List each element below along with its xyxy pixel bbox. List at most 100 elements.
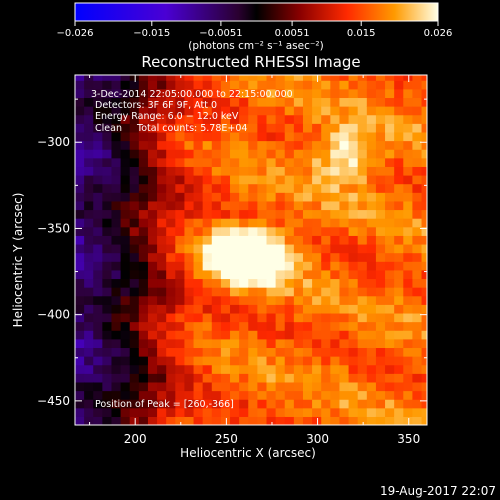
heatmap-pixel — [193, 88, 204, 99]
heatmap-pixel — [166, 347, 176, 357]
heatmap-pixel — [293, 416, 304, 425]
heatmap-pixel — [93, 140, 103, 150]
heatmap-pixel — [84, 373, 94, 383]
heatmap-pixel — [421, 106, 427, 116]
heatmap-pixel — [339, 373, 350, 383]
heatmap-pixel — [275, 373, 286, 383]
heatmap-pixel — [421, 192, 427, 202]
heatmap-pixel — [138, 364, 149, 374]
heatmap-pixel — [339, 304, 350, 314]
heatmap-pixel — [75, 364, 85, 374]
heatmap-pixel — [239, 390, 249, 400]
heatmap-pixel — [284, 381, 295, 392]
colorbar-tick-label: 0.015 — [347, 28, 376, 39]
heatmap-pixel — [348, 338, 359, 349]
heatmap-pixel — [147, 175, 158, 185]
heatmap-pixel — [248, 97, 258, 107]
heatmap-pixel — [312, 364, 322, 374]
heatmap-pixel — [248, 381, 258, 392]
heatmap-pixel — [248, 140, 258, 150]
heatmap-pixel — [357, 295, 368, 305]
heatmap-pixel — [111, 304, 122, 314]
heatmap-pixel — [266, 312, 277, 323]
heatmap-pixel — [403, 278, 414, 288]
heatmap-pixel — [375, 243, 386, 254]
heatmap-pixel — [330, 321, 341, 331]
heatmap-pixel — [375, 295, 386, 305]
heatmap-pixel — [202, 278, 213, 288]
heatmap-pixel — [175, 140, 186, 150]
heatmap-pixel — [84, 235, 94, 245]
heatmap-pixel — [339, 399, 350, 409]
heatmap-pixel — [166, 175, 176, 185]
heatmap-pixel — [403, 200, 414, 211]
heatmap-pixel — [248, 356, 258, 366]
heatmap-pixel — [321, 200, 331, 211]
heatmap-pixel — [202, 399, 213, 409]
heatmap-pixel — [166, 88, 176, 99]
heatmap-pixel — [202, 243, 213, 254]
heatmap-pixel — [339, 106, 350, 116]
heatmap-pixel — [357, 278, 368, 288]
heatmap-pixel — [193, 166, 204, 176]
heatmap-pixel — [248, 243, 258, 254]
heatmap-pixel — [293, 330, 304, 340]
heatmap-pixel — [248, 226, 258, 236]
heatmap-pixel — [166, 192, 176, 202]
heatmap-pixel — [412, 252, 423, 262]
heatmap-pixel — [357, 356, 368, 366]
heatmap-pixel — [302, 399, 313, 409]
heatmap-pixel — [129, 75, 140, 81]
heatmap-pixel — [230, 218, 240, 228]
heatmap-pixel — [193, 80, 204, 90]
heatmap-pixel — [375, 338, 386, 349]
heatmap-pixel — [157, 269, 167, 280]
heatmap-pixel — [147, 407, 158, 417]
heatmap-pixel — [421, 218, 427, 228]
heatmap-pixel — [166, 407, 176, 417]
heatmap-pixel — [175, 381, 186, 392]
heatmap-pixel — [120, 75, 131, 81]
heatmap-pixel — [312, 166, 322, 176]
heatmap-pixel — [257, 356, 268, 366]
heatmap-pixel — [312, 97, 322, 107]
heatmap-pixel — [366, 209, 377, 219]
heatmap-pixel — [357, 131, 368, 142]
heatmap-pixel — [312, 390, 322, 400]
heatmap-pixel — [230, 390, 240, 400]
x-tick-label: 200 — [124, 432, 147, 446]
heatmap-pixel — [75, 131, 85, 142]
heatmap-pixel — [421, 88, 427, 99]
heatmap-pixel — [266, 407, 277, 417]
heatmap-pixel — [75, 75, 85, 81]
heatmap-pixel — [375, 373, 386, 383]
heatmap-pixel — [120, 381, 131, 392]
heatmap-pixel — [366, 287, 377, 297]
heatmap-pixel — [339, 209, 350, 219]
heatmap-pixel — [385, 140, 395, 150]
heatmap-pixel — [385, 166, 395, 176]
heatmap-pixel — [93, 338, 103, 349]
heatmap-pixel — [302, 200, 313, 211]
heatmap-pixel — [248, 269, 258, 280]
heatmap-pixel — [302, 330, 313, 340]
heatmap-pixel — [321, 364, 331, 374]
heatmap-pixel — [412, 338, 423, 349]
heatmap-pixel — [321, 321, 331, 331]
heatmap-pixel — [302, 175, 313, 185]
heatmap-pixel — [348, 295, 359, 305]
heatmap-pixel — [184, 114, 195, 124]
heatmap-pixel — [302, 373, 313, 383]
heatmap-pixel — [239, 80, 249, 90]
heatmap-pixel — [202, 287, 213, 297]
heatmap-pixel — [147, 312, 158, 323]
heatmap-pixel — [93, 269, 103, 280]
heatmap-pixel — [421, 356, 427, 366]
heatmap-pixel — [138, 269, 149, 280]
heatmap-pixel — [75, 252, 85, 262]
heatmap-pixel — [220, 312, 231, 323]
heatmap-pixel — [275, 364, 286, 374]
heatmap-pixel — [138, 381, 149, 392]
heatmap-pixel — [421, 166, 427, 176]
heatmap-pixel — [275, 295, 286, 305]
